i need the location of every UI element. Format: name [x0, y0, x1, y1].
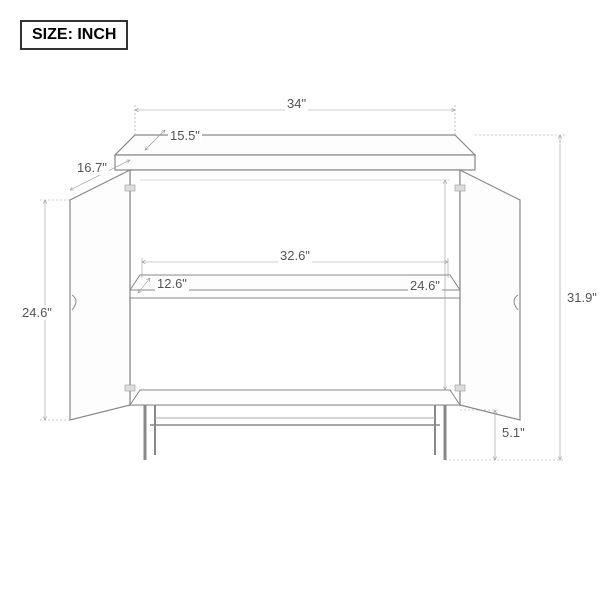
dim-width-top: 34" — [285, 96, 308, 111]
dim-shelf-width: 32.6" — [278, 248, 312, 263]
bottom-panel — [130, 390, 460, 405]
base-frame — [145, 405, 445, 460]
dim-shelf-depth: 12.6" — [155, 276, 189, 291]
right-door — [455, 170, 520, 420]
dim-leg-height: 5.1" — [500, 425, 527, 440]
dim-cabinet-height: 24.6" — [20, 305, 54, 320]
dim-total-height: 31.9" — [565, 290, 599, 305]
furniture-diagram — [0, 0, 600, 600]
dim-depth-top: 15.5" — [168, 128, 202, 143]
dim-inner-height: 24.6" — [408, 278, 442, 293]
left-door — [70, 170, 135, 420]
dim-door-width: 16.7" — [75, 160, 109, 175]
